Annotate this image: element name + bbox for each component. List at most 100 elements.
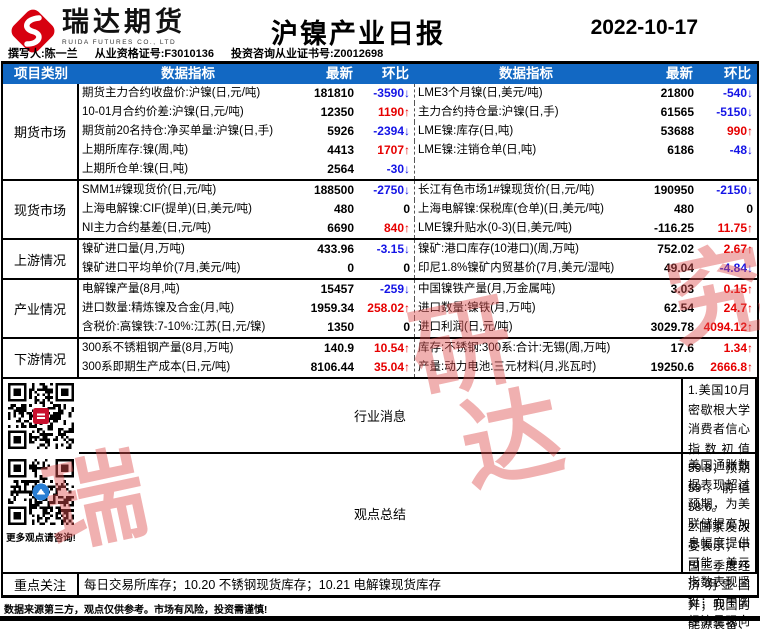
chg-value: 2666.8↑ xyxy=(710,360,753,374)
advisory-cert: 投资咨询从业证书号:Z0012698 xyxy=(231,48,384,60)
chg-value: 24.7↑ xyxy=(723,301,753,315)
disclaimer-text: 数据来源第三方，观点仅供参考。市场有风险，投资需谨慎! xyxy=(4,605,268,616)
section-category: 上游情况 xyxy=(3,240,79,278)
col-header-chg2: 环比 xyxy=(724,66,751,81)
indicator-label xyxy=(415,160,637,179)
latest-value: 0 xyxy=(347,261,354,275)
section-category-focus: 重点关注 xyxy=(3,574,79,595)
chg-value: -30↓ xyxy=(359,160,415,179)
latest-value: 4413 xyxy=(327,143,354,157)
news-line: 2.国家发改委表示，中国三季度经济明显回升；我国的能源装备、石化装备、矿山机械、… xyxy=(688,519,750,629)
table-section: 下游情况 300系不锈粗钢产量(8月,万吨) 140.9 10.54↑ 库存:不锈钢:3… xyxy=(3,339,757,379)
chg-value: 0.15↑ xyxy=(723,282,753,296)
indicator-label: 上期所仓单:镍(日,吨) xyxy=(82,163,189,175)
chg-value: -5150↓ xyxy=(716,105,753,119)
qrcode-icon xyxy=(8,383,74,449)
indicator-label: 镍矿:港口库存(10港口)(周,万吨) xyxy=(418,243,579,255)
latest-value: 17.6 xyxy=(670,341,694,355)
news-viewpoint-block: 行业消息 1.美国10月密歇根大学消费者信心指数初值59.8，预期59，前值58… xyxy=(3,379,757,629)
author-line: 撰写人:陈一兰 从业资格证号:F3010136 投资咨询从业证书号:Z00126… xyxy=(8,45,397,61)
brand-block: 瑞达期货 RUIDA FUTURES CO., LTD xyxy=(8,6,186,56)
chg-value: 4094.12↑ xyxy=(703,320,753,334)
col-header-category: 项目类别 xyxy=(14,66,68,81)
indicator-label: 进口利润(日,元/吨) xyxy=(418,321,513,333)
viewpoint-summary-text: 美国通胀数据表现超过预期，为美联储提高加息幅度提供可能，美元指数表现坚挺；而中国… xyxy=(683,454,757,628)
indicator-label: SMM1#镍现货价(日,元/吨) xyxy=(82,184,217,196)
indicator-label: 含税价:高镍铁:7-10%:江苏(日,元/镍) xyxy=(82,321,266,333)
indicator-label: 10-01月合约价差:沪镍(日,元/吨) xyxy=(82,106,244,118)
qrcode-icon xyxy=(8,459,74,525)
section-category: 期货市场 xyxy=(3,84,79,179)
section-rows: 镍矿进口量(月,万吨) 433.96 -3.15↓ 镍矿:港口库存(10港口)(周,万… xyxy=(79,240,757,278)
indicator-label: 进口数量:镍铁(月,万吨) xyxy=(418,302,536,314)
section-rows: 期货主力合约收盘价:沪镍(日,元/吨) 181810 -3590↓ LME3个月镍(日… xyxy=(79,84,757,179)
section-rows: 电解镍产量(8月,吨) 15457 -259↓ 中国镍铁产量(月,万金属吨) 3.03 0… xyxy=(79,280,757,337)
section-rows: SMM1#镍现货价(日,元/吨) 188500 -2750↓ 长江有色市场1#镍现货价… xyxy=(79,181,757,238)
latest-value: 6690 xyxy=(327,221,354,235)
latest-value: 188500 xyxy=(313,183,354,197)
latest-value: 12350 xyxy=(320,105,354,119)
latest-value: 2564 xyxy=(327,162,354,176)
col-header-indicator2: 数据指标 xyxy=(499,66,553,81)
chg-value: 840↑ xyxy=(359,219,415,238)
chg-value: -4.84↓ xyxy=(719,261,753,275)
indicator-label: 镍矿进口平均单价(7月,美元/吨) xyxy=(82,262,241,274)
latest-value: 480 xyxy=(333,202,354,216)
col-header-chg: 环比 xyxy=(382,66,409,81)
chg-value xyxy=(699,160,757,179)
indicator-label: 上期所库存:镍(周,吨) xyxy=(82,144,189,156)
chg-value: 0 xyxy=(359,259,415,278)
chg-value: -2394↓ xyxy=(359,122,415,141)
latest-value: 19250.6 xyxy=(650,360,694,374)
table-section: 产业情况 电解镍产量(8月,吨) 15457 -259↓ 中国镍铁产量(月,万金属吨) 3… xyxy=(3,280,757,339)
indicator-label: LME镍:注销仓单(日,吨) xyxy=(418,144,537,156)
table-section: 期货市场 期货主力合约收盘价:沪镍(日,元/吨) 181810 -3590↓ LME3个… xyxy=(3,84,757,181)
latest-value: 21800 xyxy=(660,86,694,100)
section-category-news: 行业消息 xyxy=(79,379,683,454)
chg-value: -3.15↓ xyxy=(359,240,415,259)
news-line: 1.美国10月密歇根大学消费者信心指数初值59.8，预期59，前值58.6。 xyxy=(688,383,750,514)
chg-value: 0 xyxy=(359,200,415,219)
indicator-label: 300系即期生产成本(日,元/吨) xyxy=(82,361,231,373)
latest-value: 53688 xyxy=(660,124,694,138)
qr-caption: 更多观点请咨询! xyxy=(6,533,76,544)
chg-value: 0 xyxy=(359,318,415,337)
chg-value: 990↑ xyxy=(726,124,753,138)
indicator-label: 长江有色市场1#镍现货价(日,元/吨) xyxy=(418,184,595,196)
indicator-label: 期货主力合约收盘价:沪镍(日,元/吨) xyxy=(82,87,261,99)
ruida-futures-logo-icon xyxy=(11,9,55,53)
chg-value: 10.54↑ xyxy=(359,339,415,358)
indicator-label: 库存:不锈钢:300系:合计:无锡(周,万吨) xyxy=(418,342,611,354)
indicator-label: LME镍:库存(日,吨) xyxy=(418,125,514,137)
indicator-label: 300系不锈粗钢产量(8月,万吨) xyxy=(82,342,234,354)
chg-value: -540↓ xyxy=(722,86,753,100)
qualification-cert: 从业资格证号:F3010136 xyxy=(94,48,214,60)
chg-value: 2.67↑ xyxy=(723,242,753,256)
indicator-label: LME3个月镍(日,美元/吨) xyxy=(418,87,543,99)
latest-value: 49.04 xyxy=(663,261,694,275)
indicator-label: 电解镍产量(8月,吨) xyxy=(82,283,180,295)
indicator-label: 上海电解镍:保税库(仓单)(日,美元/吨) xyxy=(418,203,604,215)
indicator-label: 进口数量:精炼镍及合金(月,吨) xyxy=(82,302,235,314)
author-name: 撰写人:陈一兰 xyxy=(8,48,78,60)
latest-value: 190950 xyxy=(653,183,694,197)
chg-value: 0 xyxy=(746,202,753,216)
latest-value: 15457 xyxy=(320,282,354,296)
section-category-viewpoint: 观点总结 xyxy=(79,454,683,572)
indicator-label: NI主力合约基差(日,元/吨) xyxy=(82,222,212,234)
table-sections: 期货市场 期货主力合约收盘价:沪镍(日,元/吨) 181810 -3590↓ LME3个… xyxy=(3,84,757,379)
report-date: 2022-10-17 xyxy=(590,16,698,39)
indicator-label: 产量:动力电池:三元材料(月,兆瓦时) xyxy=(418,361,597,373)
col-header-latest2: 最新 xyxy=(666,66,693,81)
chg-value: -48↓ xyxy=(729,143,753,157)
chg-value: -259↓ xyxy=(359,280,415,299)
chg-value: -2150↓ xyxy=(716,183,753,197)
latest-value: 8106.44 xyxy=(310,360,354,374)
indicator-label: 主力合约持仓量:沪镍(日,手) xyxy=(418,106,559,118)
qr-zone: 更多观点请咨询! xyxy=(3,379,79,572)
latest-value: 433.96 xyxy=(317,242,354,256)
chg-value: 35.04↑ xyxy=(359,358,415,377)
table-header-row: 项目类别 数据指标 最新 环比 数据指标 最新 环比 xyxy=(3,64,757,84)
latest-value: 5926 xyxy=(327,124,354,138)
section-rows: 300系不锈粗钢产量(8月,万吨) 140.9 10.54↑ 库存:不锈钢:300系:… xyxy=(79,339,757,377)
